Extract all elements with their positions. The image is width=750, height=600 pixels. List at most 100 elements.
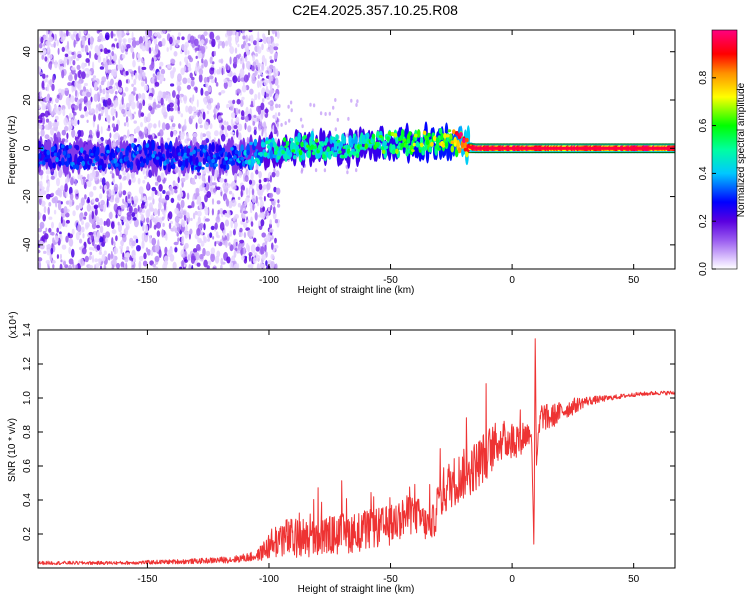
heatmap-noise-cell [199, 117, 202, 123]
heatmap-noise-cell [270, 253, 275, 260]
heatmap-noise-cell [260, 102, 265, 111]
heatmap-noise-cell [59, 263, 63, 269]
heatmap-ridge-cell [406, 138, 411, 144]
heatmap-noise-cell [119, 64, 124, 71]
heatmap-noise-cell [120, 215, 125, 220]
heatmap-noise-cell [148, 47, 152, 54]
heatmap-noise-cell [189, 228, 193, 235]
heatmap-noise-cell [90, 96, 93, 103]
heatmap-frame [37, 29, 676, 270]
heatmap-noise-cell [163, 106, 166, 111]
heatmap-ridge-cell [234, 149, 239, 155]
heatmap-noise-cell [231, 193, 235, 198]
heatmap-noise-cell [72, 86, 77, 92]
heatmap-noise-cell [263, 195, 266, 202]
heatmap-noise-cell [242, 35, 246, 40]
heatmap-noise-cell [96, 244, 101, 251]
heatmap-ridge-cell [100, 153, 104, 157]
heatmap-noise-cell [211, 198, 215, 205]
heatmap-noise-cell [144, 224, 149, 234]
colorbar: 0.0 0.2 0.4 0.6 0.8 Normalized spectral ampl… [698, 29, 747, 276]
heatmap-noise-cell [115, 214, 118, 219]
heatmap-noise-cell [222, 182, 227, 190]
heatmap-ridge-cell [384, 145, 389, 149]
heatmap-noise-cell [209, 39, 212, 45]
heatmap-noise-cell [125, 102, 131, 111]
heatmap-ridge-cell [152, 150, 157, 155]
heatmap-noise-cell [192, 194, 195, 200]
heatmap-noise-cell [56, 106, 62, 116]
heatmap-noise-cell [165, 194, 170, 201]
heatmap-ridge-cell [263, 152, 268, 157]
heatmap-noise-cell [165, 234, 168, 241]
heatmap-noise-cell [118, 58, 121, 66]
heatmap-ridge-cell [317, 144, 322, 151]
heatmap-noise-cell [140, 202, 145, 209]
heatmap-noise-cell [50, 247, 54, 255]
heatmap-noise-cell [78, 30, 82, 39]
heatmap-noise-cell [240, 99, 244, 108]
heatmap-noise-cell [234, 173, 238, 181]
y-tick-label: 0.6 [22, 459, 33, 473]
heatmap-ridge-cell [298, 149, 303, 156]
heatmap-noise-cell [95, 263, 100, 269]
heatmap-noise-cell [170, 58, 176, 65]
heatmap-ridge-cell [166, 158, 170, 165]
heatmap-noise-cell [114, 197, 120, 204]
heatmap-ridge-cell [177, 152, 182, 157]
heatmap-noise-cell [181, 219, 186, 228]
heatmap-noise-cell [252, 257, 257, 264]
heatmap-noise-cell [137, 93, 142, 99]
heatmap-noise-cell [267, 207, 271, 212]
heatmap-noise-cell [261, 43, 264, 51]
heatmap-noise-cell [42, 73, 46, 79]
heatmap-ridge-cell [360, 146, 364, 150]
heatmap-noise-cell [146, 217, 150, 224]
heatmap-noise-cell [41, 54, 44, 60]
heatmap-noise-cell [158, 41, 163, 47]
heatmap-ridge-cell [460, 141, 465, 148]
heatmap-noise-cell [190, 80, 195, 87]
heatmap-noise-cell [148, 202, 153, 211]
heatmap-noise-cell [239, 68, 245, 77]
heatmap-noise-cell [59, 231, 62, 235]
heatmap-ridge-cell [72, 164, 77, 170]
heatmap-noise-cell [240, 116, 245, 120]
heatmap-noise-cell [259, 212, 263, 217]
heatmap-noise-cell [346, 133, 349, 138]
heatmap-noise-cell [177, 73, 182, 82]
heatmap-ridge-cell [38, 153, 42, 159]
heatmap-ridge-cell [329, 150, 334, 155]
heatmap-noise-cell [63, 261, 66, 266]
heatmap-ridge-cell [396, 145, 401, 149]
y-tick-label: 20 [22, 94, 33, 106]
heatmap-ridge-cell [349, 150, 354, 155]
heatmap-noise-cell [172, 225, 176, 232]
heatmap-ridge-cell [63, 161, 68, 166]
heatmap-noise-cell [115, 123, 119, 132]
heatmap-noise-cell [160, 68, 166, 75]
heatmap-ridge-cell [61, 144, 65, 149]
heatmap-noise-cell [125, 195, 128, 203]
heatmap-noise-cell [120, 240, 124, 246]
heatmap-ridge-cell [342, 135, 347, 145]
heatmap-noise-cell [61, 69, 65, 79]
heatmap-noise-cell [149, 219, 152, 229]
heatmap-noise-cell [269, 219, 273, 225]
heatmap-noise-cell [113, 33, 116, 37]
colorbar-tick-label: 0.2 [698, 214, 709, 228]
heatmap-noise-cell [196, 244, 201, 251]
heatmap-noise-cell [99, 193, 103, 199]
heatmap-noise-cell [89, 134, 93, 139]
heatmap-noise-cell [77, 119, 80, 125]
heatmap-noise-cell [257, 189, 262, 196]
heatmap-noise-cell [191, 201, 195, 208]
heatmap-noise-cell [209, 232, 213, 238]
heatmap-noise-cell [92, 132, 95, 137]
heatmap-noise-cell [222, 229, 226, 238]
heatmap-noise-cell [144, 205, 147, 209]
heatmap-noise-cell [135, 127, 140, 134]
heatmap-noise-cell [266, 265, 271, 269]
heatmap-noise-cell [174, 189, 178, 194]
heatmap-noise-cell [192, 136, 197, 145]
